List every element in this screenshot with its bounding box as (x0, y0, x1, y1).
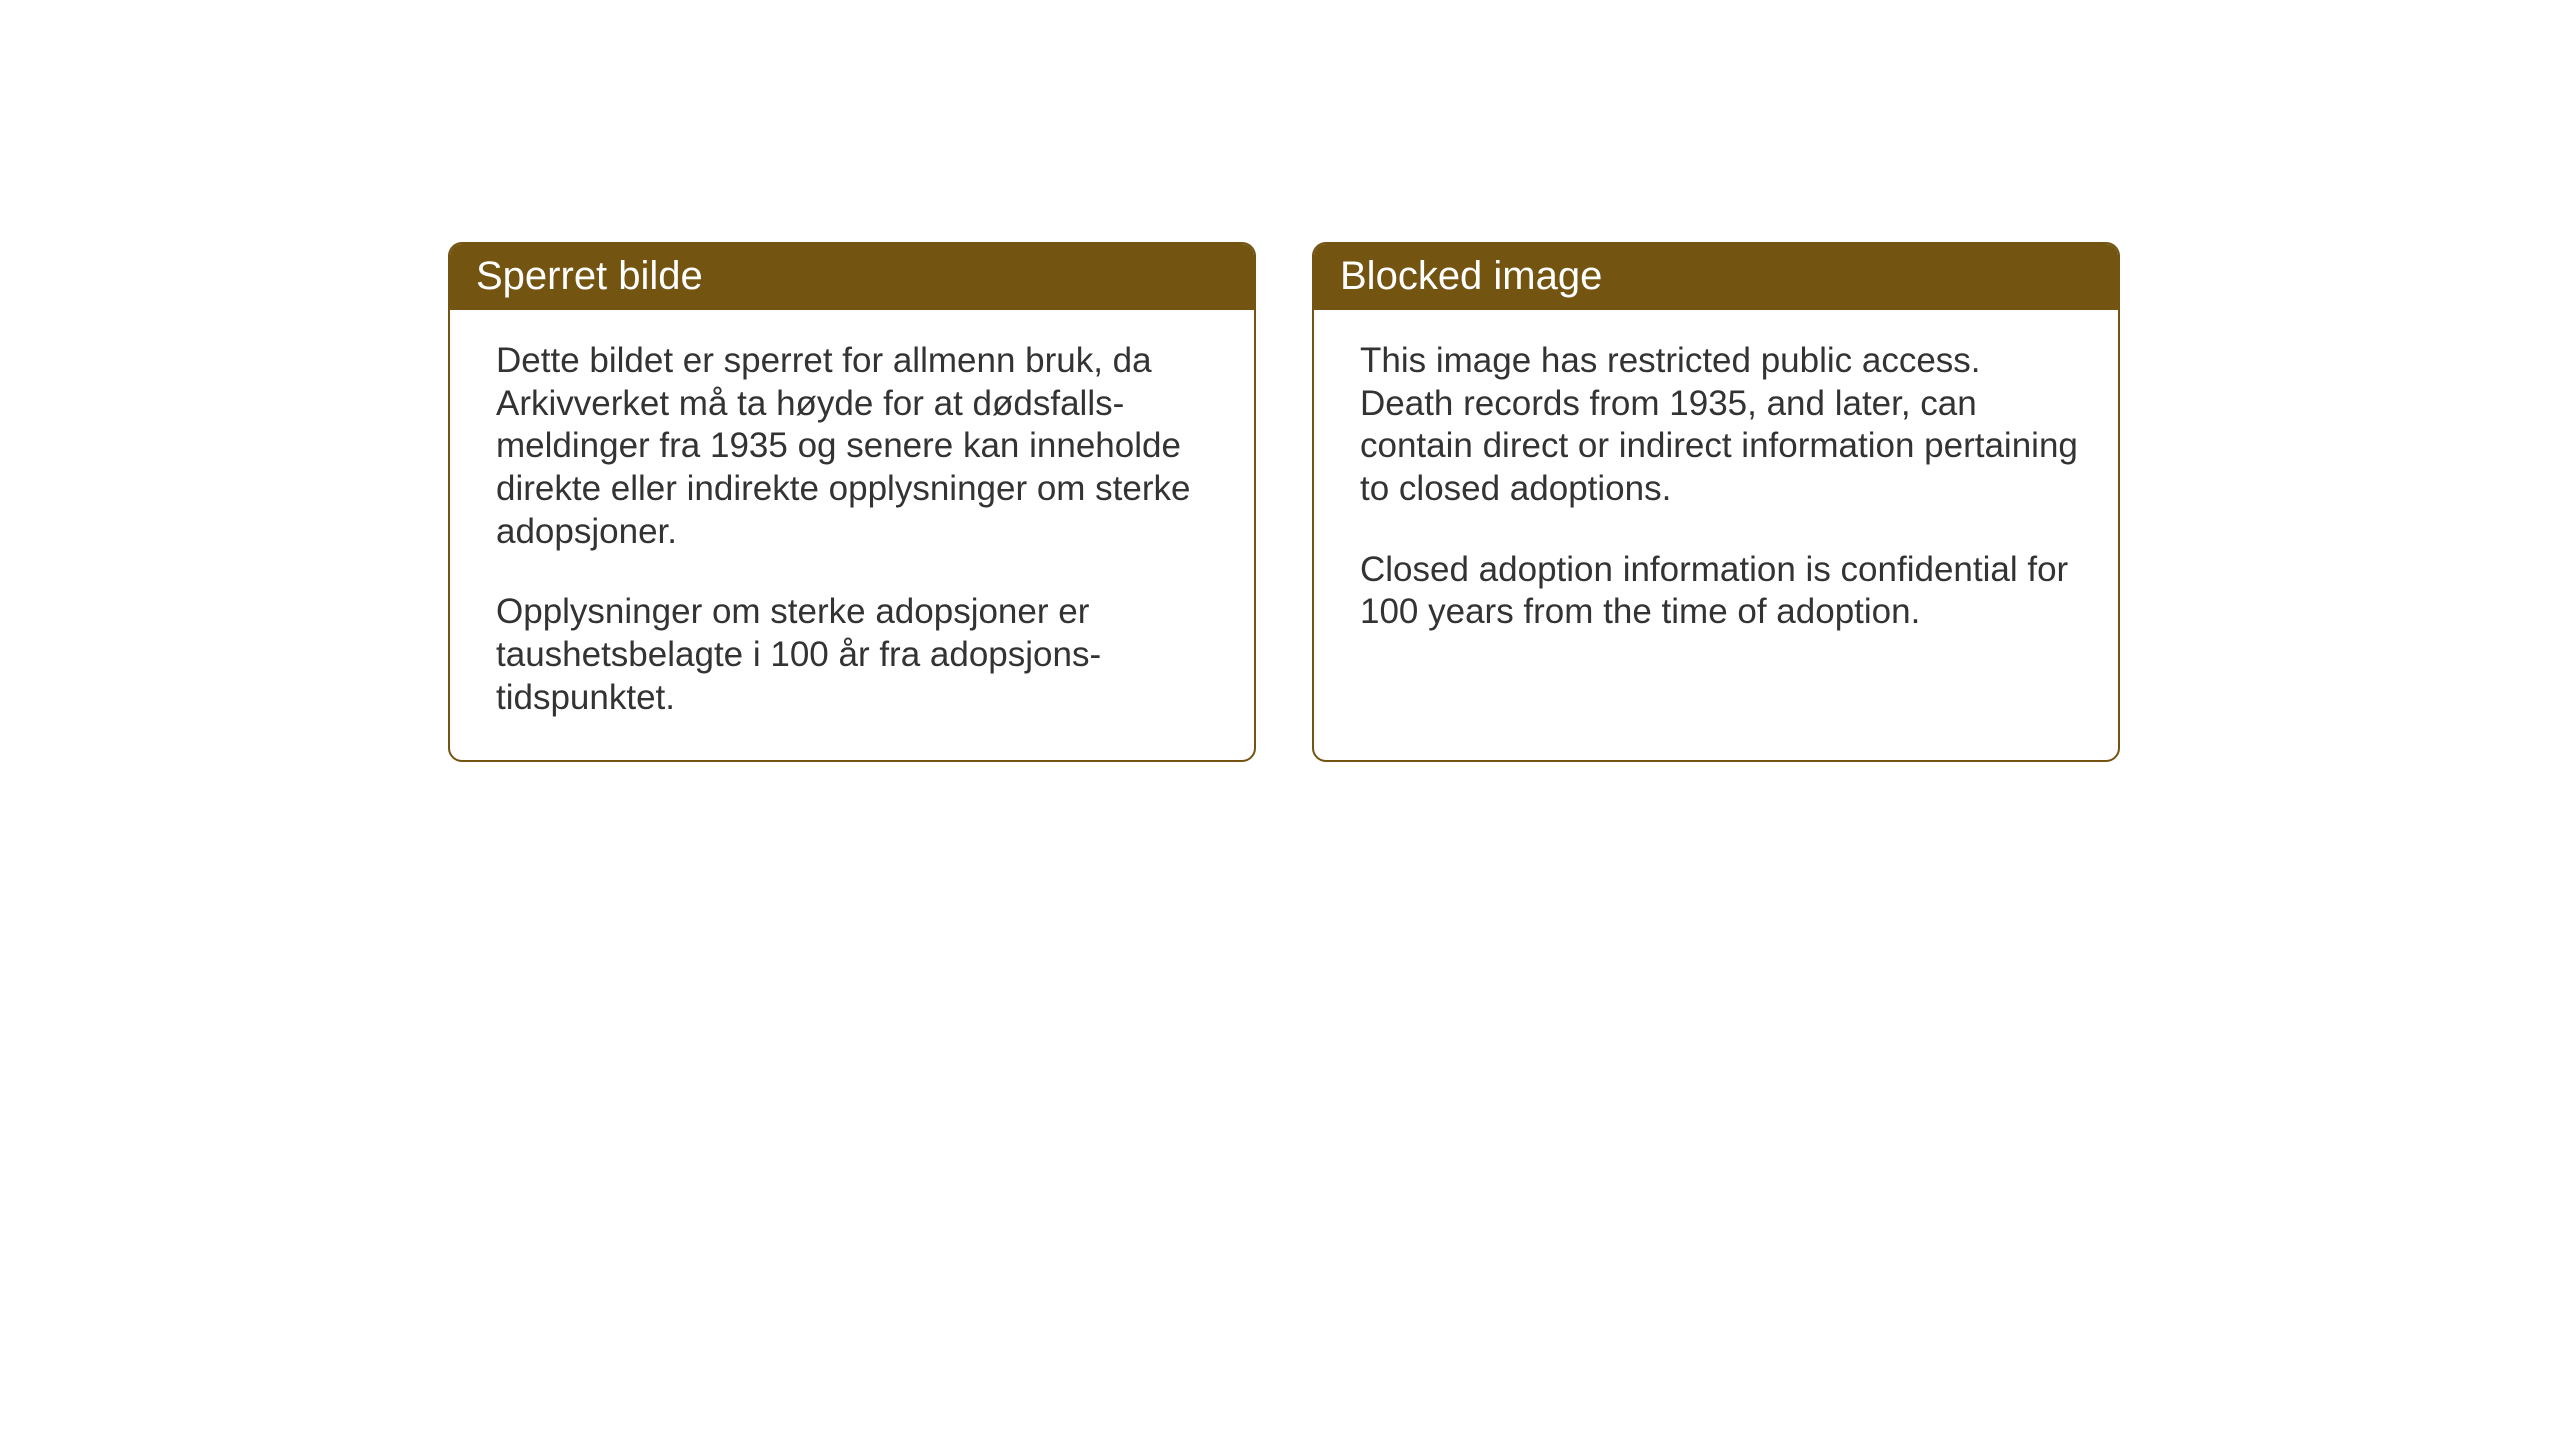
notice-card-english: Blocked image This image has restricted … (1312, 242, 2120, 762)
notice-cards-container: Sperret bilde Dette bildet er sperret fo… (448, 242, 2120, 762)
notice-card-norwegian: Sperret bilde Dette bildet er sperret fo… (448, 242, 1256, 762)
card-header-no: Sperret bilde (450, 244, 1254, 310)
card-body-en: This image has restricted public access.… (1314, 310, 2118, 760)
card-paragraph: This image has restricted public access.… (1360, 340, 2078, 511)
card-header-en: Blocked image (1314, 244, 2118, 310)
card-paragraph: Closed adoption information is confident… (1360, 549, 2078, 634)
card-paragraph: Opplysninger om sterke adopsjoner er tau… (496, 591, 1214, 719)
card-body-no: Dette bildet er sperret for allmenn bruk… (450, 310, 1254, 760)
card-paragraph: Dette bildet er sperret for allmenn bruk… (496, 340, 1214, 553)
